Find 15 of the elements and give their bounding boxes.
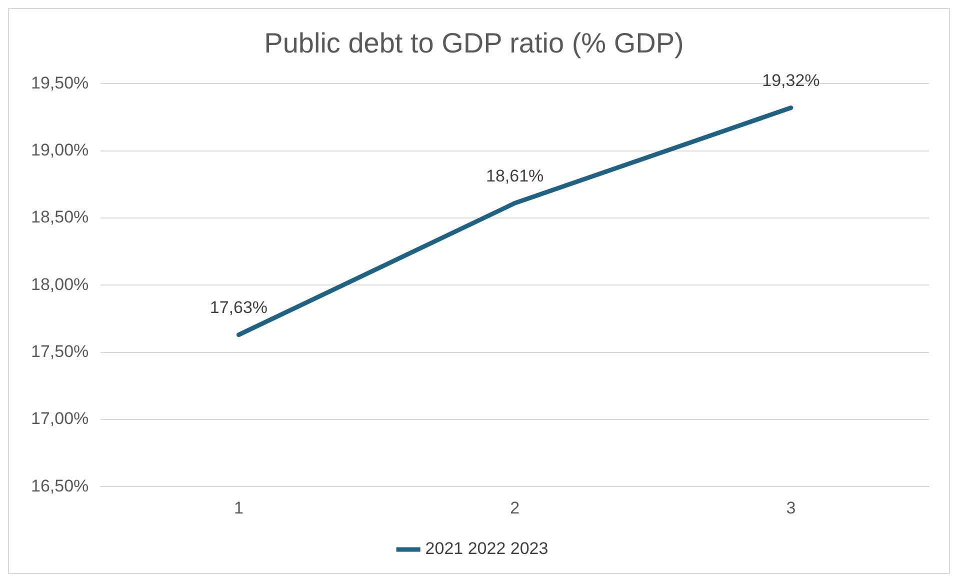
y-tick-label: 17,00% [30, 409, 89, 428]
y-tick-label: 18,50% [30, 208, 89, 227]
data-label: 17,63% [210, 298, 268, 317]
x-tick-label: 2 [510, 498, 520, 518]
data-label: 18,61% [486, 166, 544, 186]
y-tick-label: 19,50% [30, 73, 89, 92]
x-tick-label: 3 [786, 498, 796, 518]
legend-label: 2021 2022 2023 [425, 539, 548, 558]
y-tick-label: 18,00% [30, 274, 89, 294]
y-tick-label: 16,50% [30, 476, 89, 496]
y-tick-label: 17,50% [30, 342, 89, 361]
chart-title: Public debt to GDP ratio (% GDP) [264, 28, 684, 59]
y-tick-label: 19,00% [30, 140, 89, 160]
data-label: 19,32% [762, 70, 820, 90]
x-tick-label: 1 [234, 498, 244, 518]
